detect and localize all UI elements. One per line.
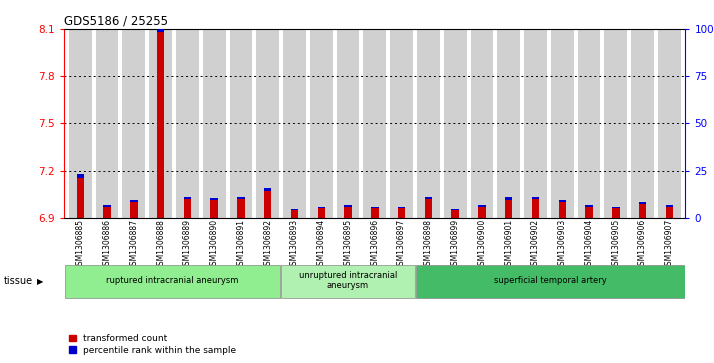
Bar bbox=[578, 29, 600, 218]
Bar bbox=[183, 199, 191, 218]
Bar bbox=[416, 265, 685, 298]
Bar bbox=[104, 207, 111, 218]
Bar bbox=[264, 188, 271, 191]
Bar bbox=[665, 205, 673, 207]
Bar bbox=[344, 204, 352, 207]
Bar bbox=[478, 205, 486, 207]
Bar bbox=[104, 205, 111, 207]
Bar bbox=[256, 29, 279, 218]
Bar bbox=[96, 29, 119, 218]
Bar bbox=[157, 21, 164, 32]
Bar bbox=[281, 265, 415, 298]
Bar bbox=[558, 202, 566, 218]
Bar bbox=[451, 209, 459, 210]
Bar bbox=[183, 197, 191, 199]
Bar bbox=[551, 29, 573, 218]
Bar bbox=[585, 207, 593, 218]
Bar bbox=[69, 29, 91, 218]
Legend: transformed count, percentile rank within the sample: transformed count, percentile rank withi… bbox=[69, 334, 236, 355]
Bar bbox=[123, 29, 145, 218]
Text: ▶: ▶ bbox=[37, 277, 44, 286]
Bar bbox=[398, 207, 406, 208]
Bar bbox=[478, 207, 486, 218]
Bar bbox=[371, 207, 378, 208]
Bar bbox=[444, 29, 466, 218]
Bar bbox=[612, 207, 620, 208]
Bar bbox=[211, 199, 218, 200]
Bar bbox=[605, 29, 627, 218]
Bar bbox=[237, 199, 245, 218]
Bar bbox=[130, 202, 138, 218]
Bar bbox=[230, 29, 252, 218]
Bar bbox=[391, 29, 413, 218]
Bar bbox=[363, 29, 386, 218]
Bar bbox=[65, 265, 280, 298]
Bar bbox=[283, 29, 306, 218]
Bar bbox=[130, 200, 138, 202]
Bar bbox=[264, 191, 271, 218]
Bar bbox=[639, 201, 646, 204]
Bar bbox=[76, 174, 84, 179]
Text: ruptured intracranial aneurysm: ruptured intracranial aneurysm bbox=[106, 276, 238, 285]
Bar bbox=[532, 199, 539, 218]
Bar bbox=[318, 208, 325, 218]
Bar bbox=[471, 29, 493, 218]
Text: tissue: tissue bbox=[4, 276, 33, 286]
Bar bbox=[585, 205, 593, 207]
Bar bbox=[505, 200, 513, 218]
Bar bbox=[417, 29, 440, 218]
Bar bbox=[532, 197, 539, 199]
Bar bbox=[203, 29, 226, 218]
Bar bbox=[291, 210, 298, 218]
Bar bbox=[665, 207, 673, 218]
Bar bbox=[176, 29, 198, 218]
Bar bbox=[337, 29, 359, 218]
Bar bbox=[310, 29, 333, 218]
Bar bbox=[291, 209, 298, 210]
Bar bbox=[425, 199, 432, 218]
Bar bbox=[524, 29, 547, 218]
Text: superficial temporal artery: superficial temporal artery bbox=[494, 276, 607, 285]
Bar bbox=[631, 29, 654, 218]
Text: GDS5186 / 25255: GDS5186 / 25255 bbox=[64, 15, 169, 28]
Bar bbox=[318, 207, 325, 208]
Bar bbox=[451, 210, 459, 218]
Text: unruptured intracranial
aneurysm: unruptured intracranial aneurysm bbox=[298, 271, 397, 290]
Bar bbox=[658, 29, 680, 218]
Bar bbox=[639, 204, 646, 218]
Bar bbox=[612, 208, 620, 218]
Bar bbox=[211, 200, 218, 218]
Bar bbox=[505, 197, 513, 200]
Bar bbox=[425, 197, 432, 199]
Bar bbox=[344, 207, 352, 218]
Bar bbox=[157, 32, 164, 218]
Bar bbox=[558, 200, 566, 202]
Bar bbox=[149, 29, 172, 218]
Bar bbox=[371, 208, 378, 218]
Bar bbox=[498, 29, 520, 218]
Bar bbox=[398, 208, 406, 218]
Bar bbox=[237, 197, 245, 199]
Bar bbox=[76, 179, 84, 218]
